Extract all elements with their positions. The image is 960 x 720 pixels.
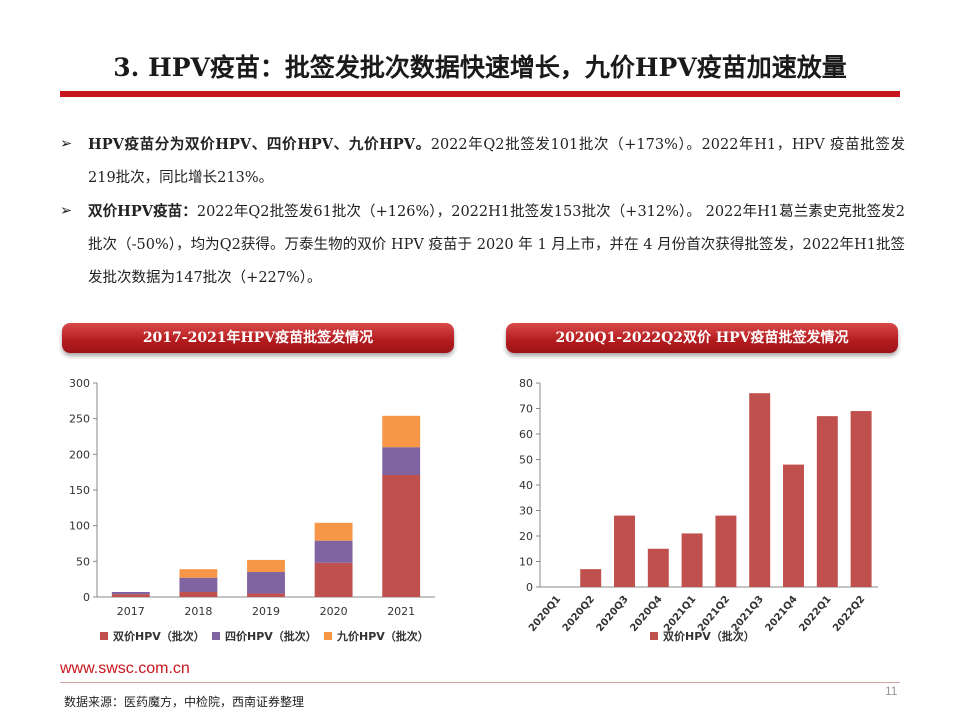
bar: [382, 447, 421, 476]
bar: [111, 592, 150, 595]
x-tick-label: 2020: [320, 605, 348, 618]
bullet-text: 2022年Q2批签发61批次（+126%），2022H1批签发153批次（+31…: [88, 204, 905, 286]
chart-1-title-banner: 2017-2021年HPV疫苗批签发情况: [62, 323, 454, 353]
y-tick-label: 300: [69, 377, 90, 390]
bullet-list: ➢ HPV疫苗分为双价HPV、四价HPV、九价HPV。2022年Q2批签发101…: [60, 128, 905, 295]
bar: [179, 569, 218, 578]
legend-label: 双价HPV（批次）: [113, 629, 205, 643]
x-tick-label: 2020Q4: [628, 594, 664, 634]
y-tick-label: 30: [519, 505, 533, 518]
bar: [580, 569, 602, 587]
bar: [111, 594, 150, 597]
bullet-lead: 双价HPV疫苗：: [88, 203, 197, 220]
bar: [382, 415, 421, 448]
x-tick-label: 2021Q3: [730, 594, 766, 634]
bar: [681, 533, 703, 587]
bar: [314, 522, 353, 541]
bar: [816, 416, 838, 587]
x-tick-label: 2020Q3: [595, 594, 631, 634]
bullet-item: ➢ 双价HPV疫苗：2022年Q2批签发61批次（+126%），2022H1批签…: [60, 195, 905, 295]
title-divider: [60, 91, 900, 97]
x-tick-label: 2017: [117, 605, 145, 618]
page-number: 11: [885, 684, 898, 698]
legend-label: 九价HPV（批次）: [336, 629, 429, 643]
arrow-bullet-icon: ➢: [60, 136, 73, 152]
bar: [850, 411, 872, 587]
y-tick-label: 40: [519, 479, 533, 492]
bar-chart: 0 10 20 30 40 50 60 70 80 2020Q12020Q22020Q32020Q…: [519, 377, 878, 643]
x-tick-label: 2018: [184, 605, 212, 618]
bar: [314, 540, 353, 563]
y-tick-label: 0: [526, 581, 533, 594]
bar: [247, 559, 285, 573]
bar: [614, 515, 635, 587]
legend-label: 四价HPV（批次）: [225, 629, 317, 643]
bar: [715, 515, 737, 587]
bar: [179, 577, 218, 593]
x-tick-label: 2019: [252, 605, 280, 618]
bar: [247, 572, 285, 594]
y-tick-label: 150: [69, 484, 90, 497]
legend-swatch: [324, 632, 332, 640]
y-tick-label: 80: [519, 377, 533, 390]
x-tick-label: 2021Q2: [696, 594, 732, 634]
y-tick-label: 50: [519, 454, 533, 467]
y-tick-label: 50: [76, 555, 90, 568]
x-tick-label: 2020Q2: [561, 594, 597, 634]
x-tick-label: 2022Q1: [797, 594, 833, 634]
bullet-item: ➢ HPV疫苗分为双价HPV、四价HPV、九价HPV。2022年Q2批签发101…: [60, 128, 905, 195]
y-tick-label: 0: [83, 591, 90, 604]
x-tick-label: 2021Q4: [764, 594, 800, 634]
legend-label: 双价HPV（批次）: [663, 629, 755, 643]
bar: [382, 475, 421, 597]
y-tick-label: 250: [69, 413, 90, 426]
legend-swatch: [650, 632, 658, 640]
bar: [647, 548, 669, 587]
bar: [179, 592, 218, 597]
arrow-bullet-icon: ➢: [60, 203, 73, 219]
footer-divider: [60, 682, 900, 683]
footer-url[interactable]: www.swsc.com.cn: [60, 660, 190, 677]
bar: [783, 464, 804, 587]
chart-2-title-banner: 2020Q1-2022Q2双价 HPV疫苗批签发情况: [506, 323, 898, 353]
bar: [314, 562, 353, 597]
bar: [749, 393, 771, 587]
x-tick-label: 2020Q1: [527, 594, 563, 634]
y-tick-label: 60: [519, 428, 533, 441]
x-tick-label: 2021: [387, 605, 415, 618]
x-tick-label: 2021Q1: [662, 594, 698, 634]
page-title: 3. HPV疫苗：批签发批次数据快速增长，九价HPV疫苗加速放量: [113, 53, 847, 82]
bar: [247, 593, 285, 597]
y-tick-label: 20: [519, 530, 533, 543]
bullet-lead: HPV疫苗分为双价HPV、四价HPV、九价HPV。: [88, 136, 431, 153]
y-tick-label: 10: [519, 556, 533, 569]
legend-swatch: [100, 632, 108, 640]
data-source: 数据来源：医药魔方，中检院，西南证券整理: [64, 695, 305, 709]
legend-swatch: [212, 632, 220, 640]
stacked-bar-chart: 0 50 100 150 200 250 300 2017 2018 2019 2020 2021 双价…: [69, 377, 435, 643]
x-tick-label: 2022Q2: [831, 594, 867, 634]
y-tick-label: 200: [69, 448, 90, 461]
y-tick-label: 100: [69, 520, 90, 533]
y-tick-label: 70: [519, 403, 533, 416]
bullet-text: 2022年Q2批签发101批次（+173%）。2022年H1，HPV 疫苗批签发…: [88, 137, 905, 186]
